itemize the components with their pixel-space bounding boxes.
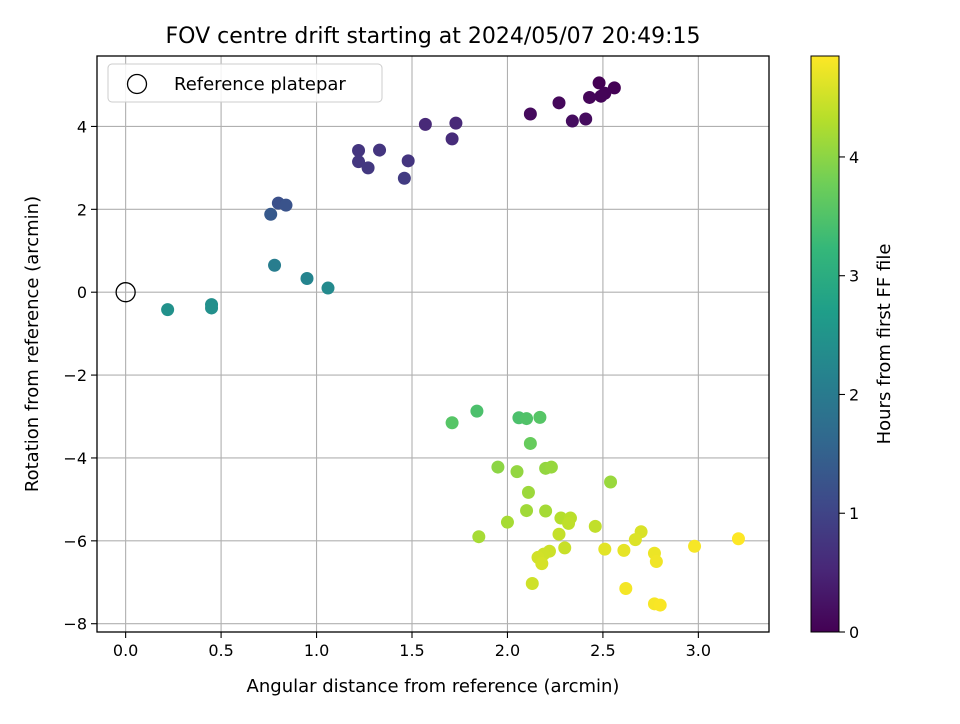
data-point-40 [539,504,553,518]
data-point-62 [653,598,667,612]
y-tick-label: −6 [63,532,87,551]
data-point-44 [562,516,576,530]
data-point-37 [604,475,618,489]
x-tick-label: 0.5 [208,641,233,660]
x-axis: 0.0 0.5 1.0 1.5 2.0 2.5 3.0 [113,632,711,660]
colorbar-label: Hours from first FF file [874,244,895,445]
data-point-16 [361,161,375,175]
data-point-47 [472,530,486,544]
data-point-9 [418,117,432,131]
data-point-41 [500,515,514,529]
data-point-46 [552,527,566,541]
data-point-17 [397,171,411,185]
y-tick-label: 2 [77,200,87,219]
colorbar-tick-label: 0 [849,623,859,642]
data-point-38 [521,485,535,499]
data-point-19 [279,198,293,212]
colorbar [810,55,840,633]
data-point-32 [523,436,537,450]
data-points [161,76,745,612]
data-point-53 [525,577,539,591]
data-point-30 [533,410,547,424]
data-point-6 [523,107,537,121]
data-point-45 [588,519,602,533]
colorbar-ticks: 0 1 2 3 4 [839,148,859,642]
data-point-7 [579,112,593,126]
x-tick-label: 2.0 [495,641,520,660]
data-point-10 [449,116,463,130]
data-point-33 [491,460,505,474]
plot-grid [97,56,769,632]
chart-title: FOV centre drift starting at 2024/05/07 … [166,24,701,49]
legend-label-reference: Reference platepar [174,74,346,95]
colorbar-tick-label: 1 [849,504,859,523]
data-point-39 [520,504,534,518]
data-point-21 [268,258,282,272]
y-tick-label: 4 [77,117,87,136]
y-axis: −8 −6 −4 −2 0 2 4 [63,117,97,634]
data-point-31 [445,416,459,430]
legend-marker-reference [126,73,148,95]
y-tick-label: −8 [63,615,87,634]
data-point-22 [300,272,314,286]
colorbar-tick-label: 3 [849,267,859,286]
data-point-3 [594,89,608,103]
data-point-8 [565,114,579,128]
data-point-1 [607,81,621,95]
data-point-25 [205,301,219,315]
data-point-63 [688,539,702,553]
data-point-64 [731,532,745,546]
data-point-36 [544,460,558,474]
data-point-60 [619,581,633,595]
x-tick-label: 0.0 [113,641,138,660]
data-point-56 [598,542,612,556]
reference-platepar-marker [115,282,136,303]
data-point-34 [510,465,524,479]
data-point-15 [401,154,415,168]
data-point-13 [373,143,387,157]
data-point-59 [649,555,663,569]
x-tick-label: 1.5 [399,641,424,660]
x-tick-label: 2.5 [590,641,615,660]
data-point-55 [628,533,642,547]
y-tick-label: −2 [63,366,87,385]
legend: Reference platepar [107,63,383,103]
data-point-29 [520,412,534,426]
y-axis-label: Rotation from reference (arcmin) [22,196,43,492]
data-point-11 [445,132,459,146]
data-point-5 [552,96,566,110]
data-point-48 [558,541,572,555]
data-point-14 [352,155,366,169]
y-tick-label: 0 [77,283,87,302]
y-tick-label: −4 [63,449,87,468]
data-point-27 [470,404,484,418]
x-tick-label: 1.0 [304,641,329,660]
data-point-4 [583,90,597,104]
legend-box [107,63,383,103]
data-point-26 [161,303,175,317]
plot-frame [96,55,770,633]
data-point-52 [535,557,549,571]
data-point-20 [264,207,278,221]
data-point-23 [321,281,335,295]
x-axis-label: Angular distance from reference (arcmin) [247,676,620,697]
data-point-12 [352,143,366,157]
colorbar-tick-label: 4 [849,148,859,167]
data-point-57 [617,543,631,557]
colorbar-tick-label: 2 [849,385,859,404]
reference-marker [115,282,136,303]
x-tick-label: 3.0 [686,641,711,660]
data-point-0 [592,76,606,90]
